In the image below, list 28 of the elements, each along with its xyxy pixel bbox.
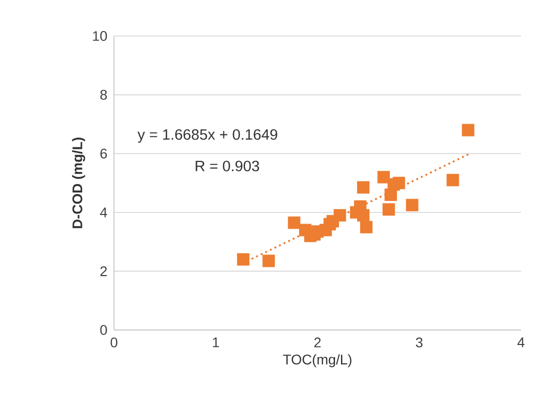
point <box>406 198 418 212</box>
point <box>357 209 370 222</box>
x-tick-label: 1 <box>212 338 219 348</box>
point <box>262 254 275 268</box>
y-axis-title: D-COD (mg/L) <box>72 138 86 228</box>
y-tick-label: 0 <box>100 325 107 335</box>
point <box>462 124 474 136</box>
point <box>357 181 370 194</box>
point <box>360 220 373 234</box>
point <box>288 216 300 229</box>
x-axis-title: TOC(mg/L) <box>283 354 352 368</box>
point <box>237 253 250 266</box>
y-tick-label: 8 <box>100 90 107 100</box>
point <box>446 174 460 186</box>
y-tick-label: 10 <box>93 31 107 41</box>
y-tick-label: 6 <box>100 148 107 159</box>
y-tick-label: 2 <box>100 266 107 276</box>
x-tick-label: 4 <box>517 338 524 348</box>
annotation: R = 0.903 <box>196 160 260 172</box>
point <box>334 209 346 222</box>
x-tick-label: 3 <box>416 338 423 348</box>
y-tick-label: 4 <box>100 208 108 218</box>
x-tick-label: 0 <box>110 338 118 348</box>
x-tick-label: 2 <box>314 338 321 348</box>
point <box>377 170 390 184</box>
point <box>382 203 395 216</box>
point <box>392 176 406 190</box>
annotation: y = 1.6685x + 0.1649 <box>138 129 278 143</box>
